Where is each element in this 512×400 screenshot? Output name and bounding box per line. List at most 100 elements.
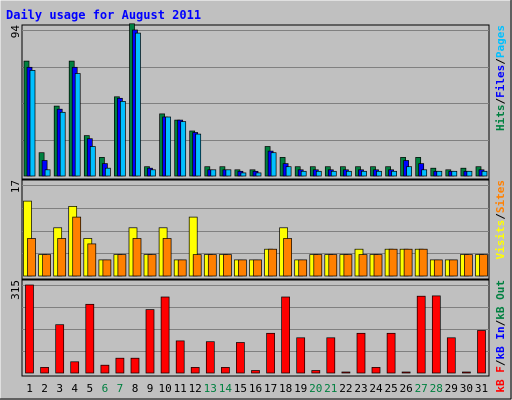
bar-sites-day-15	[238, 259, 247, 277]
bar-pages-day-16	[255, 172, 262, 177]
bar-pages-day-10	[165, 116, 171, 177]
bar-kb-f-day-15	[236, 342, 245, 374]
panel-frame	[21, 24, 490, 180]
legend-kbytes: kB F/kB In/kB Out	[494, 280, 507, 393]
x-tick-label: 16	[249, 382, 262, 395]
legend-item: Files	[494, 65, 507, 98]
bar-sites-day-20	[313, 254, 323, 277]
ymax-label: 315	[9, 280, 22, 300]
bar-pages-day-7	[120, 101, 126, 177]
bar-pages-day-19	[300, 170, 307, 177]
bar-sites-day-4	[72, 216, 82, 277]
bar-pages-day-29	[451, 170, 458, 177]
bar-kb-f-day-18	[281, 296, 290, 374]
bar-sites-day-9	[147, 254, 157, 277]
bar-pages-day-24	[376, 170, 382, 177]
bar-kb-f-day-21	[326, 337, 336, 374]
bar-pages-day-25	[391, 170, 397, 177]
bar-pages-day-1	[29, 70, 36, 177]
bar-sites-day-1	[27, 238, 36, 277]
legend-item: /	[494, 58, 507, 65]
bar-sites-day-23	[358, 254, 368, 277]
bar-sites-day-10	[162, 238, 172, 277]
bar-pages-day-22	[346, 170, 352, 177]
bar-kb-f-day-29	[446, 337, 456, 374]
legend-item: /	[494, 98, 507, 105]
x-tick-label: 3	[56, 382, 63, 395]
bar-pages-day-31	[481, 170, 488, 177]
chart-title: Daily usage for August 2011	[6, 8, 201, 22]
x-tick-label: 7	[117, 382, 124, 395]
bar-pages-day-23	[361, 170, 367, 177]
bar-kb-f-day-2	[40, 367, 49, 374]
x-tick-label: 18	[279, 382, 292, 395]
legend-item: kB F	[494, 366, 507, 393]
legend-item: Pages	[494, 25, 507, 58]
bar-sites-day-24	[373, 254, 383, 277]
ymax-label: 17	[9, 180, 22, 193]
x-tick-label: 14	[219, 382, 233, 395]
bar-pages-day-12	[195, 133, 202, 177]
panel-frame	[21, 279, 490, 377]
bar-kb-f-day-6	[100, 364, 110, 374]
x-tick-label: 17	[264, 382, 277, 395]
legend-item: kB Out	[494, 280, 507, 320]
bar-kb-f-day-16	[251, 370, 260, 374]
bar-sites-day-19	[298, 259, 308, 277]
bar-pages-day-21	[330, 170, 337, 177]
x-tick-label: 1	[26, 382, 33, 395]
bar-sites-day-11	[177, 259, 187, 277]
bar-kb-f-day-14	[221, 367, 230, 374]
bar-kb-f-day-27	[416, 295, 426, 374]
x-tick-label: 28	[430, 382, 443, 395]
bar-kb-f-day-9	[145, 309, 155, 374]
bar-sites-day-13	[207, 254, 217, 277]
bar-pages-day-18	[285, 166, 292, 177]
bar-sites-day-28	[433, 259, 443, 277]
legend-item: /	[494, 319, 507, 326]
x-tick-label: 11	[174, 382, 187, 395]
bar-files-day-2	[41, 160, 48, 177]
bar-kb-f-day-25	[386, 332, 396, 374]
bar-kb-f-day-28	[431, 295, 441, 374]
bar-kb-f-day-5	[85, 303, 95, 374]
x-tick-label: 26	[399, 382, 412, 395]
bar-pages-day-11	[180, 121, 187, 177]
legend-item: Hits	[494, 105, 507, 132]
bar-pages-day-20	[315, 170, 322, 177]
bar-sites-day-14	[223, 254, 232, 277]
bar-sites-day-31	[479, 254, 488, 277]
bar-kb-f-day-19	[296, 337, 306, 374]
bar-sites-day-21	[328, 254, 338, 277]
bar-kb-f-day-31	[477, 330, 486, 374]
bar-sites-day-25	[388, 248, 398, 277]
legend-hits-files-pages: Hits/Files/Pages	[494, 25, 507, 131]
x-tick-label: 19	[294, 382, 307, 395]
bar-sites-day-12	[192, 254, 202, 277]
bar-sites-day-29	[448, 259, 458, 277]
bar-sites-day-2	[42, 254, 51, 277]
legend-item: /	[494, 213, 507, 220]
x-tick-label: 9	[147, 382, 154, 395]
x-tick-label: 24	[369, 382, 383, 395]
x-tick-label: 12	[189, 382, 202, 395]
x-tick-label: 10	[158, 382, 171, 395]
bar-pages-day-8	[135, 32, 141, 177]
bar-kb-f-day-22	[341, 371, 351, 374]
panel-visits-sites: 17 Visits/Sites	[9, 179, 507, 280]
x-tick-label: 29	[445, 382, 458, 395]
bar-pages-day-6	[105, 167, 111, 177]
bar-sites-day-22	[343, 254, 353, 277]
bar-pages-day-17	[270, 152, 277, 177]
bar-kb-f-day-8	[130, 357, 140, 374]
bar-kb-f-day-30	[462, 371, 471, 374]
bar-kb-f-day-17	[266, 332, 275, 374]
bar-kb-f-day-1	[25, 284, 34, 374]
x-tick-label: 13	[204, 382, 217, 395]
x-tick-label: 25	[384, 382, 397, 395]
bar-kb-f-day-12	[190, 367, 200, 374]
bar-sites-day-17	[268, 248, 277, 277]
x-tick-label: 8	[132, 382, 139, 395]
ymax-label: 94	[9, 25, 22, 39]
